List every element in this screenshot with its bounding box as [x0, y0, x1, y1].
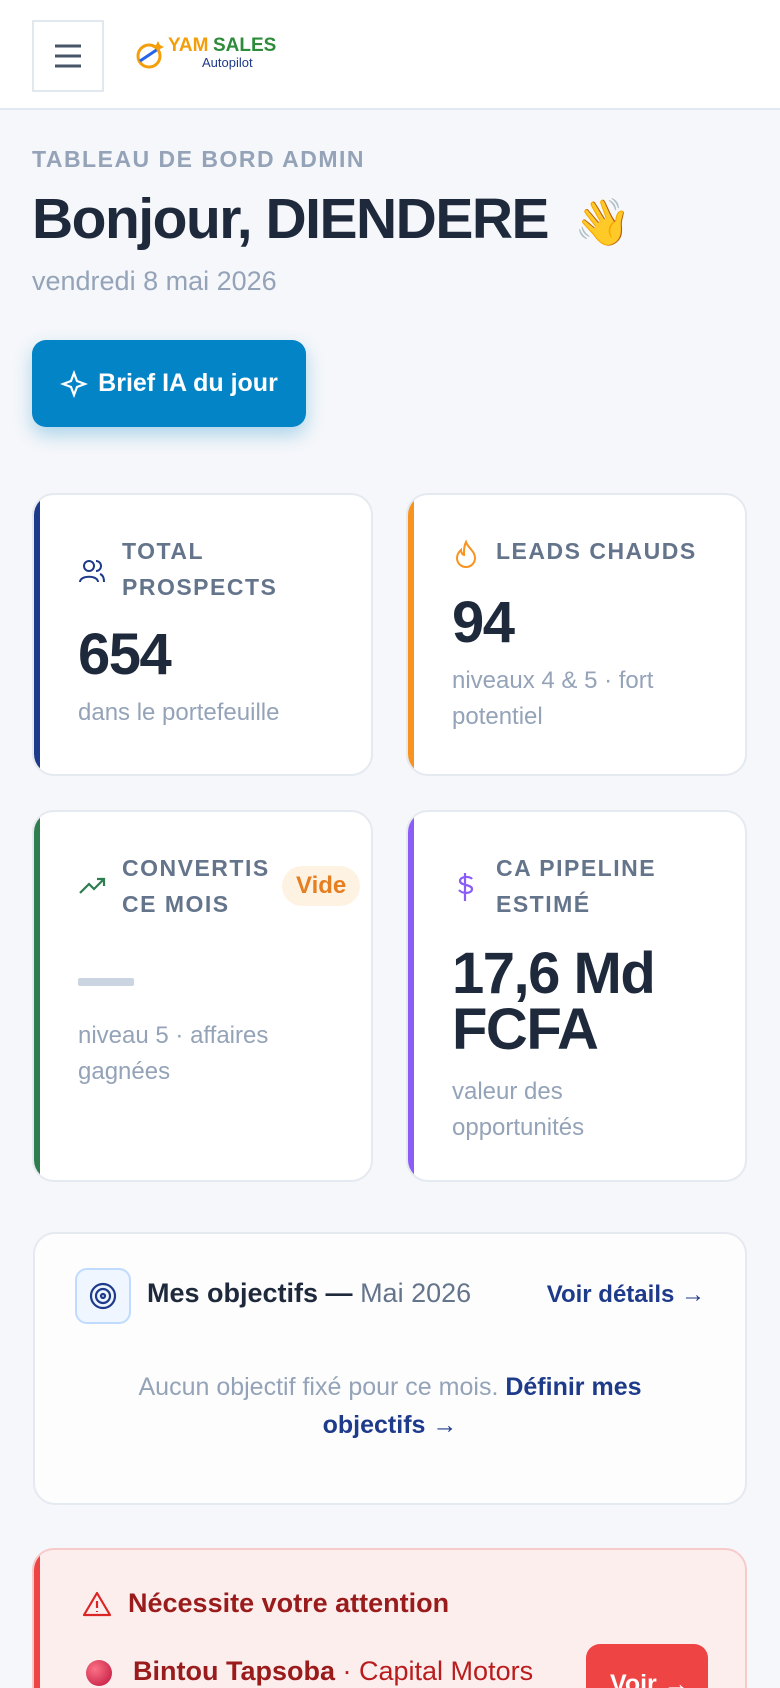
- objectives-card: Mes objectifs — Mai 2026 Voir détails → …: [33, 1232, 747, 1505]
- attention-card: Nécessite votre attention Bintou Tapsoba…: [32, 1548, 747, 1688]
- define-link[interactable]: Définir mes objectifs →: [322, 1373, 642, 1439]
- stat-card: CA PIPELINE ESTIMÉ 17,6 Md FCFA valeur d…: [406, 810, 747, 1182]
- card-caption: niveaux 4 & 5 · fort potentiel: [452, 667, 654, 730]
- menu-button[interactable]: [32, 20, 104, 92]
- brief-label: Brief IA du jour: [98, 369, 278, 397]
- target-icon: [75, 1268, 131, 1324]
- card-label: TOTAL PROSPECTS: [122, 538, 278, 600]
- card-caption: dans le portefeuille: [78, 699, 280, 726]
- objectives-title: Mes objectifs —: [147, 1278, 353, 1308]
- dollar-icon: [458, 873, 474, 901]
- objectives-heading: Mes objectifs — Mai 2026: [147, 1278, 471, 1309]
- sparkle-icon: [60, 369, 89, 398]
- card-value: 17,6 Md FCFA: [452, 941, 656, 1062]
- flame-icon: [455, 539, 477, 568]
- card-label: LEADS CHAUDS: [496, 538, 697, 564]
- card-accent: [34, 1550, 40, 1688]
- brand-secondary: SALES: [212, 35, 277, 56]
- stat-card: CONVERTIS CE MOIS Vide niveau 5 · affair…: [32, 810, 373, 1182]
- objectives-period: Mai 2026: [360, 1278, 472, 1308]
- details-link[interactable]: Voir détails →: [546, 1281, 705, 1308]
- logo[interactable]: YAM SALES Autopilot: [134, 35, 277, 71]
- date: vendredi 8 mai 2026: [32, 266, 277, 296]
- brief-button[interactable]: Brief IA du jour: [32, 340, 306, 427]
- greeting-emoji: 👋: [574, 196, 631, 248]
- objectives-empty: Aucun objectif fixé pour ce mois. Défini…: [95, 1368, 685, 1444]
- greeting: Bonjour, DIENDERE: [32, 187, 550, 251]
- card-accent: [408, 495, 414, 774]
- eyebrow: TABLEAU DE BORD ADMIN: [32, 146, 366, 172]
- attention-title: Nécessite votre attention: [128, 1588, 450, 1618]
- status-badge: Vide: [282, 866, 361, 906]
- prospect-name: Bintou Tapsoba: [133, 1656, 335, 1686]
- target-glyph: [89, 1282, 117, 1310]
- empty-text: Aucun objectif fixé pour ce mois.: [138, 1373, 499, 1401]
- menu-icon: [55, 44, 81, 68]
- card-caption: niveau 5 · affaires gagnées: [78, 1022, 269, 1085]
- card-label: CA PIPELINE ESTIMÉ: [496, 855, 657, 917]
- prospect-company: · Capital Motors: [342, 1656, 534, 1686]
- brand-primary: YAM: [168, 35, 209, 56]
- users-icon: [79, 560, 105, 583]
- card-caption: valeur des opportunités: [452, 1078, 585, 1141]
- card-label: CONVERTIS CE MOIS: [122, 855, 270, 917]
- attention-item[interactable]: Bintou Tapsoba · Capital Motors: [133, 1656, 533, 1687]
- priority-dot: [86, 1660, 112, 1686]
- top-bar: YAM SALES Autopilot: [0, 0, 780, 110]
- greeting-row: Bonjour, DIENDERE 👋: [32, 186, 632, 252]
- logo-mark: [136, 40, 164, 68]
- empty-placeholder: [78, 978, 134, 986]
- card-accent: [34, 495, 40, 774]
- card-accent: [408, 812, 414, 1180]
- card-value: 94: [452, 590, 515, 655]
- brand-tagline: Autopilot: [202, 55, 253, 70]
- stat-card: TOTAL PROSPECTS 654 dans le portefeuille: [32, 493, 373, 776]
- stat-card: LEADS CHAUDS 94 niveaux 4 & 5 · fort pot…: [406, 493, 747, 776]
- warning-icon: [82, 1591, 112, 1617]
- card-accent: [34, 812, 40, 1180]
- card-value: 654: [78, 622, 172, 687]
- trend-icon: [79, 877, 106, 894]
- view-button[interactable]: Voir →: [586, 1644, 708, 1688]
